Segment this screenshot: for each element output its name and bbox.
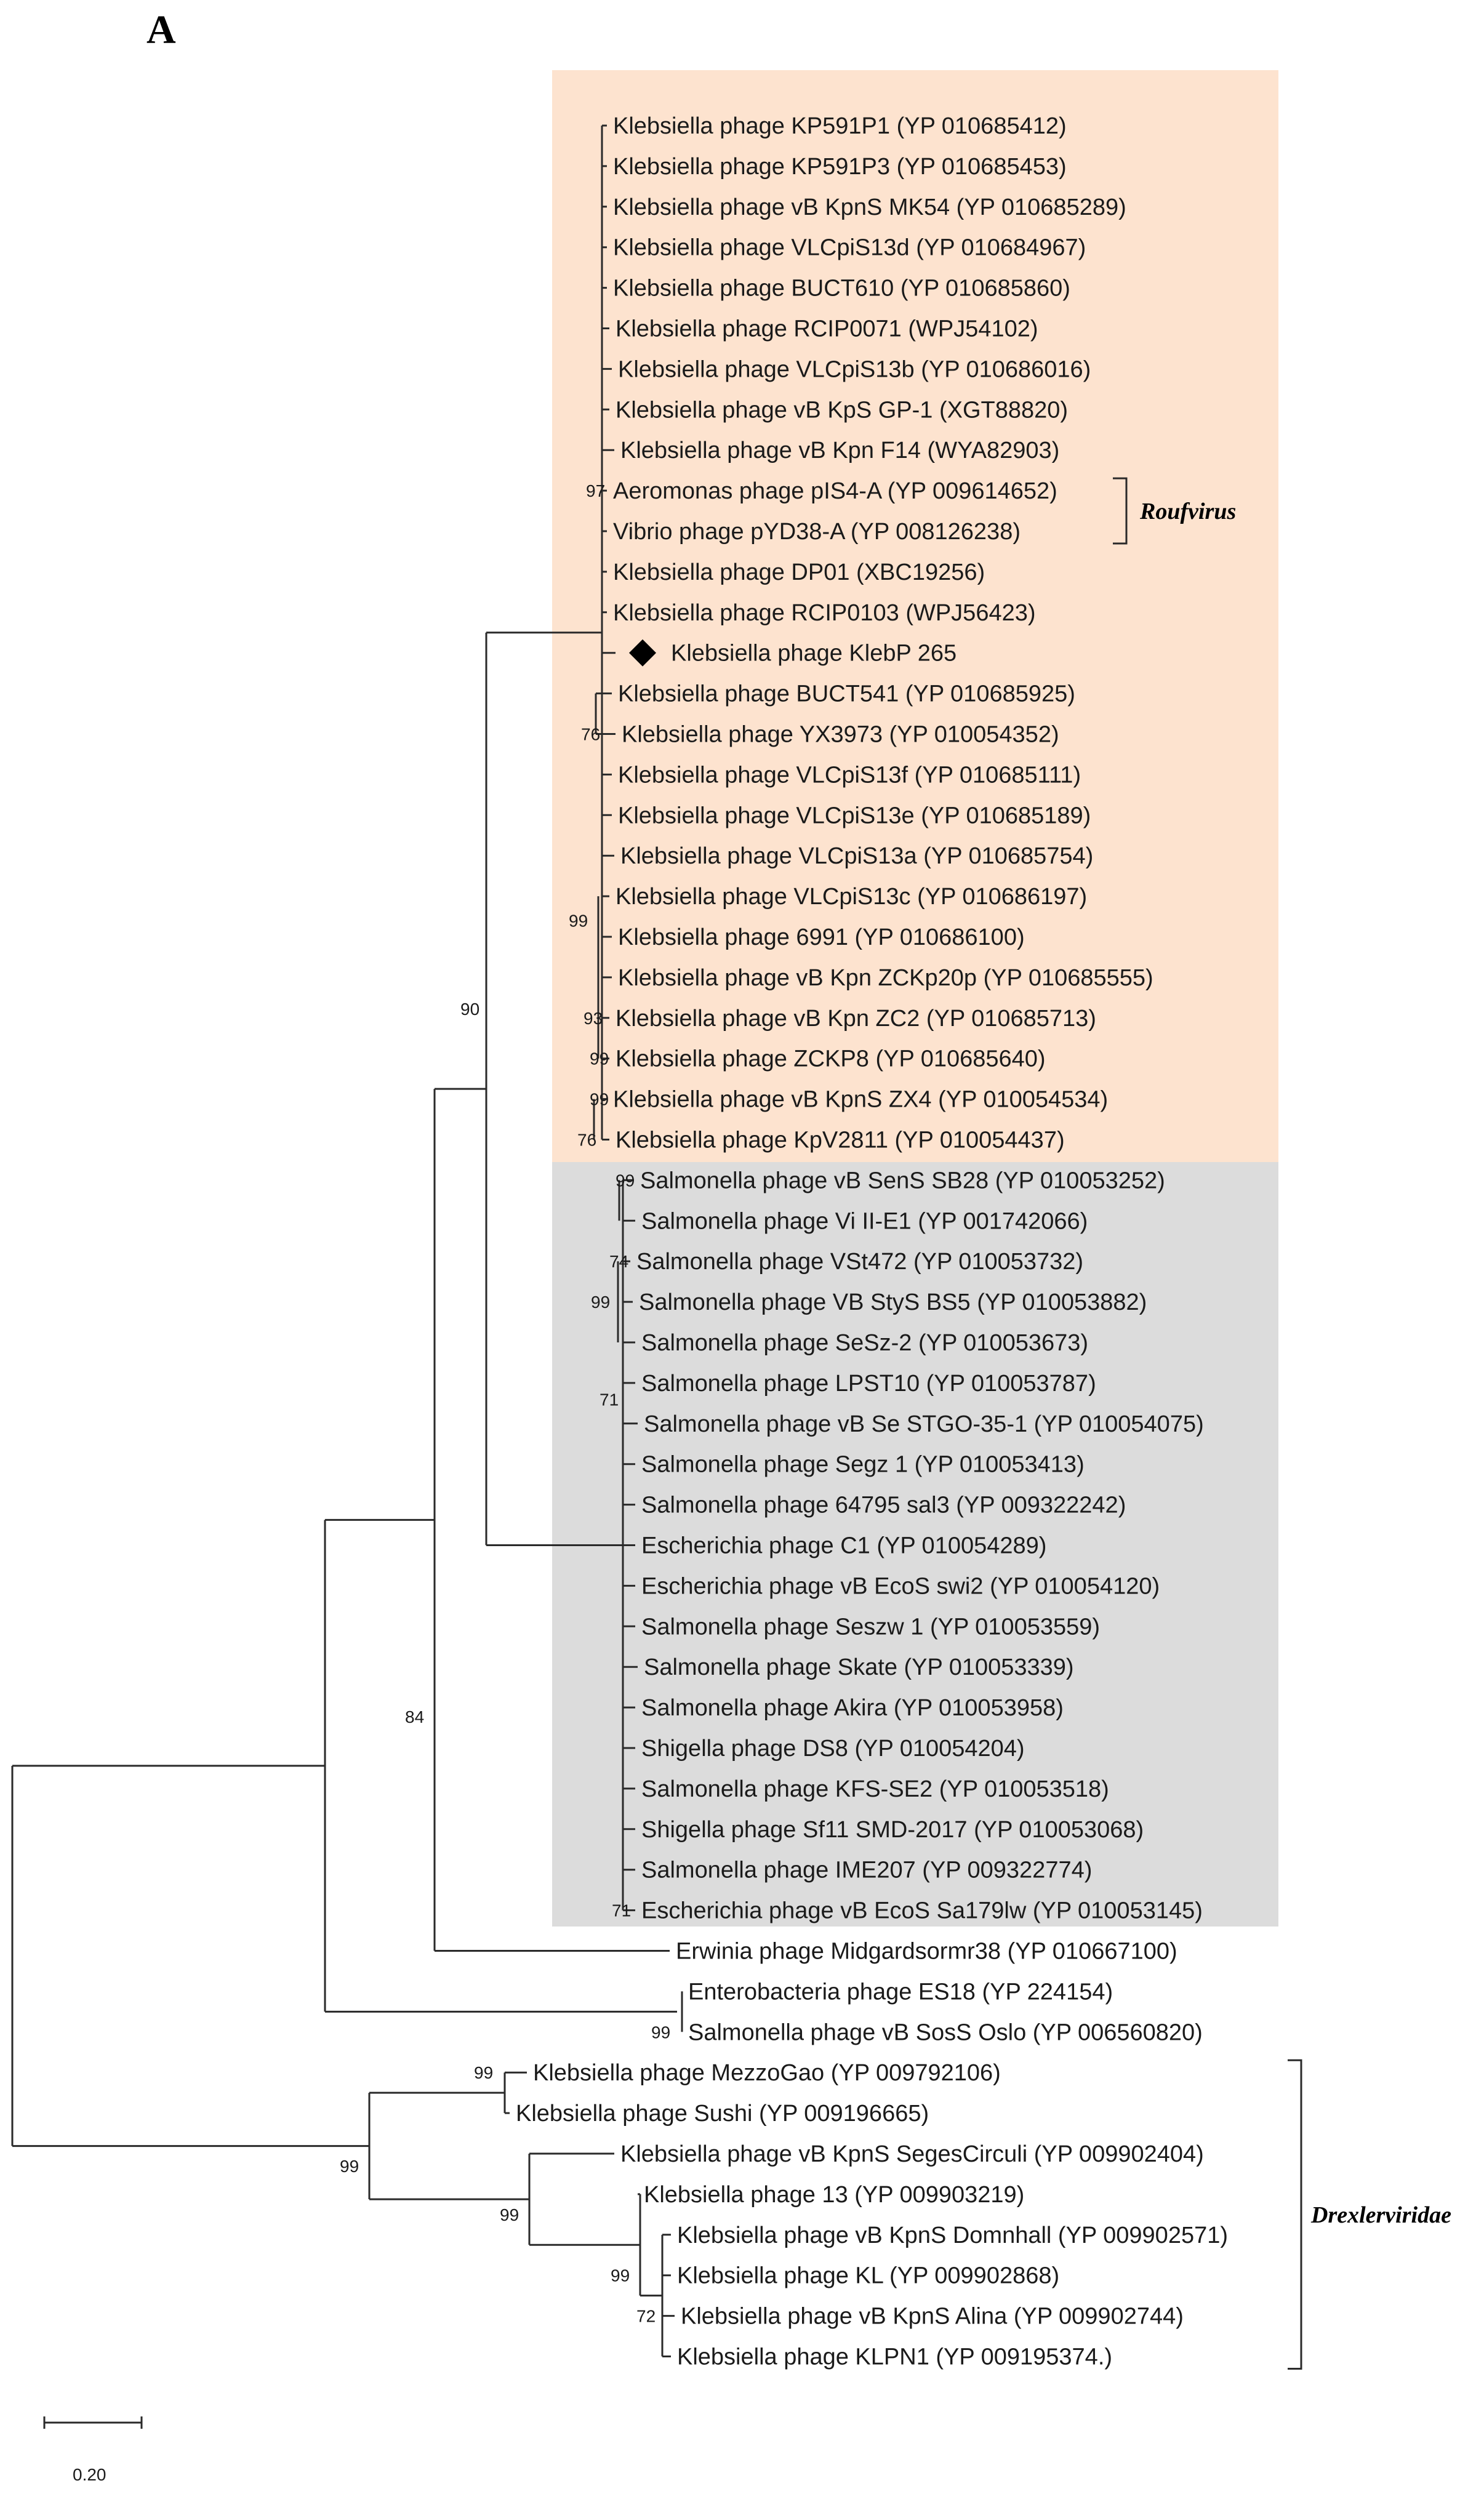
leaf-label: Klebsiella phage vB KpS GP-1 (XGT88820) [616, 397, 1068, 423]
leaf-label: Klebsiella phage BUCT610 (YP 010685860) [613, 276, 1070, 302]
tree-branch-path [11, 124, 683, 2357]
leaf-label: Klebsiella phage RCIP0103 (WPJ56423) [613, 600, 1036, 626]
leaf-label: Salmonella phage vB Se STGO-35-1 (YP 010… [644, 1411, 1204, 1437]
leaf-label: Klebsiella phage 13 (YP 009903219) [644, 2182, 1024, 2208]
leaf-label: Salmonella phage LPST10 (YP 010053787) [641, 1371, 1096, 1397]
leaf-label: Salmonella phage VSt472 (YP 010053732) [636, 1249, 1083, 1275]
leaf-label: Klebsiella phage VLCpiS13e (YP 010685189… [618, 803, 1091, 828]
leaf-label: Klebsiella phage VLCpiS13a (YP 010685754… [620, 843, 1093, 869]
leaf-label: Erwinia phage Midgardsormr38 (YP 0106671… [676, 1939, 1177, 1965]
bootstrap-value: 72 [636, 2307, 656, 2326]
leaf-label: Klebsiella phage KpV2811 (YP 010054437) [616, 1128, 1065, 1153]
bootstrap-value: 71 [600, 1390, 619, 1409]
leaf-label: Klebsiella phage ZCKP8 (YP 010685640) [616, 1046, 1046, 1072]
leaf-label: Salmonella phage Segz 1 (YP 010053413) [641, 1452, 1085, 1478]
leaf-label: Escherichia phage vB EcoS swi2 (YP 01005… [641, 1573, 1160, 1599]
bootstrap-value: 99 [591, 1293, 610, 1312]
roufvirus-label: Roufvirus [1139, 499, 1236, 524]
bootstrap-labels: 97 76 99 93 99 99 90 76 84 99 74 99 71 71 99 99 99 99 99 72 [340, 481, 670, 2326]
leaf-label: Klebsiella phage VLCpiS13d (YP 010684967… [613, 235, 1086, 261]
bootstrap-value: 93 [584, 1009, 603, 1028]
leaf-label: Escherichia phage vB EcoS Sa179lw (YP 01… [641, 1898, 1203, 1924]
leaf-label: Aeromonas phage pIS4-A (YP 009614652) [613, 478, 1057, 504]
leaf-label: Klebsiella phage BUCT541 (YP 010685925) [618, 681, 1075, 707]
leaf-label: Salmonella phage SeSz-2 (YP 010053673) [641, 1330, 1088, 1356]
salmonella-clade-highlight [552, 1162, 1278, 1927]
bootstrap-value: 99 [590, 1090, 609, 1109]
bootstrap-value: 99 [569, 912, 588, 931]
bootstrap-value: 76 [581, 725, 600, 744]
tree-branches [11, 124, 683, 2357]
leaf-label: Klebsiella phage VLCpiS13f (YP 010685111… [618, 762, 1081, 788]
leaf-label: Salmonella phage Akira (YP 010053958) [641, 1695, 1064, 1721]
leaf-label: Klebsiella phage KLPN1 (YP 009195374.) [677, 2344, 1112, 2370]
drexlerviridae-label: Drexlerviridae [1310, 2202, 1451, 2228]
leaf-label: Klebsiella phage VLCpiS13c (YP 010686197… [616, 884, 1087, 910]
bootstrap-value: 99 [474, 2063, 493, 2082]
scale-bar: 0.20 [43, 2416, 143, 2484]
leaf-label: Klebsiella phage Sushi (YP 009196665) [516, 2101, 929, 2127]
leaf-label: Salmonella phage VB StyS BS5 (YP 0100538… [639, 1289, 1147, 1315]
leaf-label: Klebsiella phage RCIP0071 (WPJ54102) [616, 316, 1038, 342]
leaf-label: Klebsiella phage vB KpnS ZX4 (YP 0100545… [613, 1087, 1108, 1113]
scale-bar-label: 0.20 [73, 2465, 106, 2484]
roufvirus-bracket [1113, 477, 1128, 545]
bootstrap-value: 99 [651, 2023, 670, 2042]
bootstrap-value: 71 [612, 1901, 631, 1920]
leaf-label: Salmonella phage Vi II-E1 (YP 001742066) [641, 1208, 1088, 1234]
bootstrap-value: 74 [609, 1252, 628, 1271]
leaf-label: Salmonella phage IME207 (YP 009322774) [641, 1858, 1092, 1883]
leaf-label: Klebsiella phage vB KpnS MK54 (YP 010685… [613, 194, 1126, 220]
leaf-label: Klebsiella phage 6991 (YP 010686100) [618, 924, 1025, 950]
leaf-label: Salmonella phage vB SosS Oslo (YP 006560… [688, 2019, 1203, 2045]
panel-letter: A [146, 7, 176, 52]
leaf-label: Klebsiella phage KP591P3 (YP 010685453) [613, 154, 1067, 180]
leaf-label: Klebsiella phage vB KpnS Alina (YP 00990… [681, 2304, 1184, 2330]
leaf-label: Klebsiella phage KlebP 265 [671, 641, 957, 667]
leaf-label: Vibrio phage pYD38-A (YP 008126238) [613, 519, 1021, 545]
leaf-label: Shigella phage DS8 (YP 010054204) [641, 1736, 1025, 1762]
leaf-label: Salmonella phage Skate (YP 010053339) [644, 1654, 1074, 1680]
drexlerviridae-bracket [1288, 2059, 1302, 2370]
roufvirus-clade-highlight [552, 70, 1278, 1162]
bootstrap-value: 84 [405, 1707, 424, 1726]
bootstrap-value: 76 [577, 1131, 596, 1150]
bootstrap-value: 90 [460, 1000, 479, 1019]
bootstrap-value: 99 [616, 1171, 635, 1190]
query-diamond-marker [629, 639, 656, 667]
bootstrap-value: 99 [590, 1049, 609, 1069]
leaf-label: Salmonella phage KFS-SE2 (YP 010053518) [641, 1776, 1109, 1802]
leaf-label: Klebsiella phage MezzoGao (YP 009792106) [533, 2060, 1001, 2086]
leaf-label: Salmonella phage vB SenS SB28 (YP 010053… [640, 1168, 1165, 1193]
leaf-label: Klebsiella phage KP591P1 (YP 010685412) [613, 113, 1067, 139]
bootstrap-value: 99 [340, 2157, 359, 2176]
leaf-label: Klebsiella phage vB Kpn ZCKp20p (YP 0106… [618, 965, 1153, 991]
leaf-labels: Klebsiella phage KP591P1 (YP 010685412) K… [516, 113, 1228, 2370]
leaf-label: Klebsiella phage vB KpnS Domnhall (YP 00… [677, 2223, 1228, 2248]
leaf-label: Escherichia phage C1 (YP 010054289) [641, 1533, 1046, 1559]
leaf-label: Shigella phage Sf11 SMD-2017 (YP 0100530… [641, 1817, 1144, 1843]
leaf-label: Klebsiella phage DP01 (XBC19256) [613, 559, 985, 585]
leaf-label: Klebsiella phage KL (YP 009902868) [677, 2263, 1059, 2289]
leaf-label: Klebsiella phage vB KpnS SegesCirculi (Y… [620, 2141, 1204, 2167]
leaf-label: Klebsiella phage VLCpiS13b (YP 010686016… [618, 356, 1091, 382]
bootstrap-value: 99 [500, 2205, 519, 2224]
leaf-label: Salmonella phage 64795 sal3 (YP 00932224… [641, 1493, 1126, 1518]
leaf-label: Klebsiella phage vB Kpn F14 (WYA82903) [620, 438, 1059, 463]
leaf-label: Enterobacteria phage ES18 (YP 224154) [688, 1979, 1113, 2005]
leaf-label: Salmonella phage Seszw 1 (YP 010053559) [641, 1614, 1100, 1640]
bootstrap-value: 99 [611, 2266, 630, 2285]
bootstrap-value: 97 [586, 481, 605, 500]
leaf-label: Klebsiella phage vB Kpn ZC2 (YP 01068571… [616, 1006, 1096, 1032]
leaf-label: Klebsiella phage YX3973 (YP 010054352) [622, 722, 1059, 748]
